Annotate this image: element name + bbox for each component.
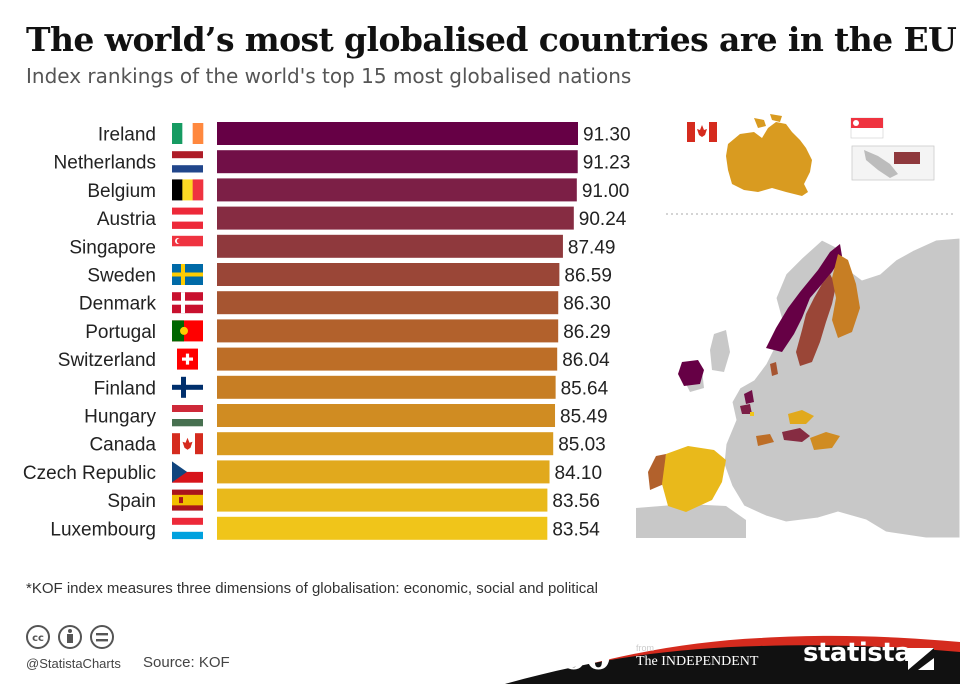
footnote: *KOF index measures three dimensions of …	[26, 580, 598, 597]
country-label: Hungary	[84, 407, 156, 428]
portugal-flag-icon	[172, 320, 203, 342]
bar-chart: Ireland 91.30 Netherlands 91.23 Belgium 91.00…	[23, 122, 631, 540]
country-label: Singapore	[69, 237, 156, 258]
netherlands-flag-icon	[172, 151, 203, 173]
bar	[217, 206, 574, 230]
value-label: 86.29	[563, 322, 611, 343]
chart-subtitle: Index rankings of the world's top 15 mos…	[26, 64, 632, 88]
value-label: 87.49	[568, 237, 616, 258]
luxembourg-flag-icon	[172, 517, 203, 540]
country-label: Ireland	[98, 125, 156, 146]
value-label: 86.59	[564, 266, 612, 287]
statista-logo-icon	[908, 648, 934, 670]
canada-inset	[687, 114, 812, 196]
switzerland-flag-icon	[177, 348, 198, 370]
country-label: Spain	[107, 491, 156, 512]
value-label: 85.64	[561, 378, 609, 399]
singapore-flag-icon	[850, 117, 884, 139]
bar	[217, 178, 577, 202]
country-label: Luxembourg	[50, 519, 156, 540]
norway-map-shape	[766, 244, 842, 352]
belgium-flag-icon	[172, 179, 204, 201]
country-label: Czech Republic	[23, 463, 156, 484]
cc-license-icon: cc	[26, 625, 50, 649]
attribution-icon	[58, 625, 82, 649]
country-label: Belgium	[87, 181, 156, 202]
twitter-handle: @StatistaCharts	[26, 656, 121, 671]
from-label: from	[636, 643, 654, 653]
luxembourg-map-shape	[750, 412, 754, 416]
country-label: Denmark	[79, 294, 157, 315]
value-label: 86.30	[563, 294, 611, 315]
portugal-map-shape	[648, 454, 666, 490]
belgium-map-shape	[740, 404, 752, 414]
denmark-map-shape	[770, 362, 778, 376]
bar	[217, 122, 578, 145]
ireland-map-shape	[678, 360, 704, 386]
sweden-map-shape	[796, 274, 836, 366]
finland-map-shape	[832, 254, 860, 338]
bar	[217, 263, 560, 286]
country-label: Netherlands	[54, 153, 156, 174]
hungary-map-shape	[810, 432, 840, 450]
value-label: 91.23	[583, 153, 631, 174]
bar	[217, 375, 556, 399]
bar	[217, 347, 558, 371]
no-derivatives-icon	[90, 625, 114, 649]
value-label: 86.04	[562, 350, 610, 371]
austria-flag-icon	[172, 207, 203, 229]
europe-map	[636, 237, 960, 539]
bar	[217, 460, 550, 484]
value-label: 84.10	[555, 463, 603, 484]
value-label: 85.49	[560, 407, 608, 428]
singapore-flag-icon	[172, 235, 203, 258]
bar	[217, 488, 548, 512]
country-label: Finland	[94, 378, 156, 399]
czech-republic-map-shape	[788, 410, 814, 424]
country-label: Austria	[97, 209, 157, 230]
source-note: Source: KOF	[143, 654, 230, 671]
country-label: Portugal	[85, 322, 156, 343]
value-label: 83.56	[552, 491, 600, 512]
chart-title: The world’s most globalised countries ar…	[26, 20, 957, 59]
footer-band: cc	[26, 625, 960, 684]
value-label: 91.00	[582, 181, 630, 202]
statista-logo: statista	[803, 638, 912, 668]
country-label: Canada	[89, 435, 156, 456]
spain-flag-icon	[172, 489, 203, 511]
bar	[217, 404, 556, 427]
singapore-inset	[850, 117, 935, 181]
finland-flag-icon	[172, 376, 203, 398]
bar	[217, 432, 554, 456]
country-label: Sweden	[87, 266, 156, 287]
netherlands-map-shape	[744, 390, 754, 404]
independent-logo: The INDEPENDENT	[636, 654, 759, 669]
country-label: Switzerland	[58, 350, 156, 371]
maps-panel	[636, 114, 960, 539]
canada-map-shape	[726, 122, 812, 196]
svg-text:cc: cc	[32, 633, 44, 644]
bar	[217, 150, 578, 174]
bar	[217, 234, 563, 258]
switzerland-map-shape	[756, 434, 774, 446]
hungary-flag-icon	[172, 405, 203, 427]
value-label: 91.30	[583, 125, 631, 146]
canada-flag-icon	[172, 433, 203, 455]
czech-republic-flag-icon	[172, 461, 203, 483]
denmark-flag-icon	[172, 292, 203, 314]
austria-map-shape	[782, 428, 810, 442]
value-label: 83.54	[552, 519, 600, 540]
value-label: 85.03	[558, 435, 606, 456]
spain-map-shape	[662, 446, 726, 512]
i100-logo: i100	[523, 634, 611, 678]
bar	[217, 319, 559, 343]
bar	[217, 291, 559, 315]
ireland-flag-icon	[172, 123, 204, 144]
value-label: 90.24	[579, 209, 627, 230]
bar	[217, 516, 548, 540]
canada-flag-icon	[687, 122, 717, 142]
sweden-flag-icon	[172, 264, 203, 285]
